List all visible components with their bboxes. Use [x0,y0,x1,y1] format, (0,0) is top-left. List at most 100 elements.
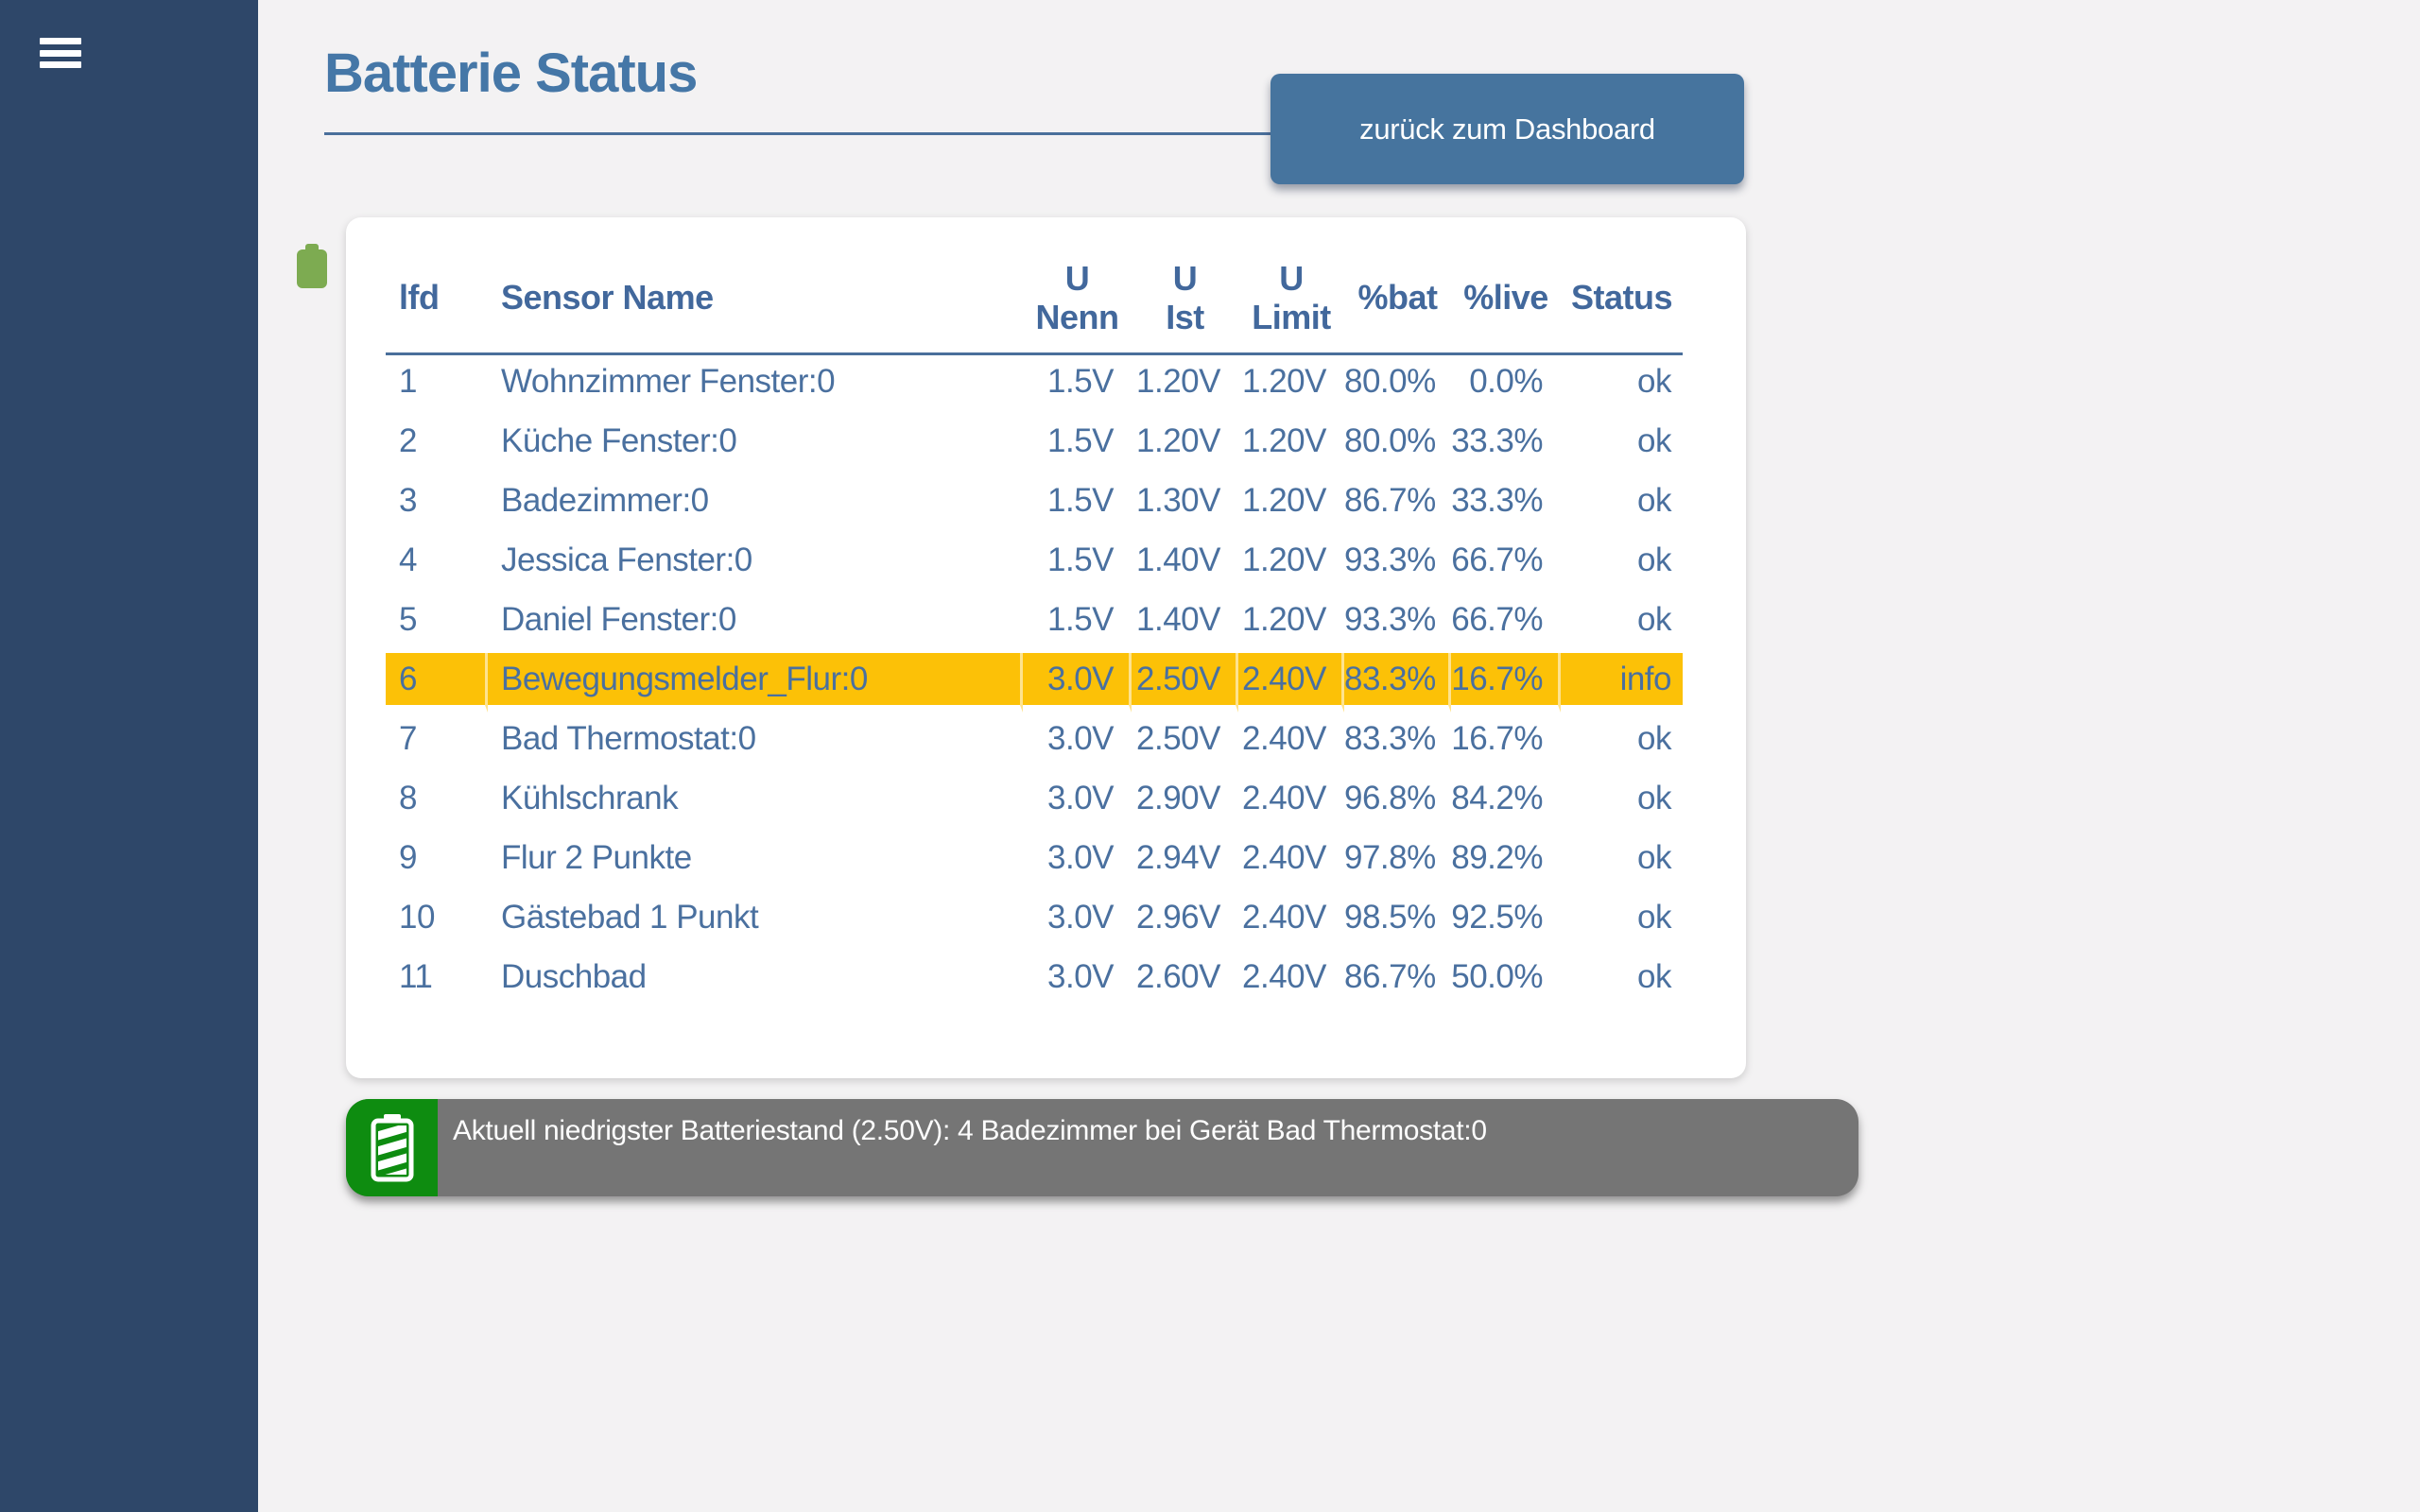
cell-sensor: Duschbad [488,951,1023,1010]
cell-live: 50.0% [1451,951,1561,1010]
cell-u_ist: 1.20V [1132,415,1238,474]
column-header-sensor: Sensor Name [488,244,1023,355]
cell-bat: 93.3% [1344,534,1451,593]
cell-status: ok [1561,713,1683,772]
cell-status: ok [1561,832,1683,891]
battery-body [297,249,327,288]
table-row: 2 Küche Fenster:0 1.5V 1.20V 1.20V 80.0% 33.3%… [386,415,1683,474]
cell-u_limit: 2.40V [1238,891,1344,951]
cell-sensor: Küche Fenster:0 [488,415,1023,474]
cell-live: 33.3% [1451,474,1561,534]
hamburger-icon [40,49,81,57]
cell-lfd: 8 [386,772,488,832]
battery-small-icon [297,244,327,288]
cell-u_nenn: 1.5V [1023,415,1132,474]
cell-sensor: Jessica Fenster:0 [488,534,1023,593]
cell-status: ok [1561,355,1683,415]
cell-lfd: 9 [386,832,488,891]
battery-table-card: lfd Sensor Name U Nenn U Ist U Limit %bat %liv… [346,217,1746,1078]
cell-sensor: Bad Thermostat:0 [488,713,1023,772]
status-icon-box [346,1099,438,1196]
cell-bat: 86.7% [1344,951,1451,1010]
cell-u_limit: 1.20V [1238,593,1344,653]
cell-u_ist: 1.40V [1132,593,1238,653]
table-row: 4 Jessica Fenster:0 1.5V 1.40V 1.20V 93.3% 66.… [386,534,1683,593]
cell-status: info [1561,653,1683,713]
cell-bat: 83.3% [1344,713,1451,772]
status-message: Aktuell niedrigster Batteriestand (2.50V… [453,1115,1487,1146]
cell-bat: 80.0% [1344,355,1451,415]
cell-sensor: Flur 2 Punkte [488,832,1023,891]
table-row: 7 Bad Thermostat:0 3.0V 2.50V 2.40V 83.3% 16.7… [386,713,1683,772]
cell-u_ist: 2.50V [1132,653,1238,713]
cell-live: 84.2% [1451,772,1561,832]
cell-bat: 80.0% [1344,415,1451,474]
cell-u_limit: 1.20V [1238,474,1344,534]
cell-live: 92.5% [1451,891,1561,951]
battery-icon [371,1113,413,1181]
cell-status: ok [1561,534,1683,593]
cell-u_limit: 2.40V [1238,772,1344,832]
battery-status-table: lfd Sensor Name U Nenn U Ist U Limit %bat %liv… [386,244,1683,1010]
hamburger-icon [40,61,81,68]
cell-live: 16.7% [1451,713,1561,772]
column-header-bat: %bat [1344,244,1451,355]
cell-lfd: 2 [386,415,488,474]
cell-u_ist: 1.20V [1132,355,1238,415]
cell-u_nenn: 3.0V [1023,653,1132,713]
table-body: 1 Wohnzimmer Fenster:0 1.5V 1.20V 1.20V 80.0%… [386,355,1683,1010]
back-to-dashboard-button[interactable]: zurück zum Dashboard [1270,74,1744,184]
cell-status: ok [1561,415,1683,474]
cell-status: ok [1561,593,1683,653]
title-underline [324,132,1272,135]
column-header-u_ist: U Ist [1132,244,1238,355]
cell-sensor: Wohnzimmer Fenster:0 [488,355,1023,415]
cell-live: 89.2% [1451,832,1561,891]
table-row: 10 Gästebad 1 Punkt 3.0V 2.96V 2.40V 98.5% 92.… [386,891,1683,951]
cell-u_nenn: 3.0V [1023,713,1132,772]
column-header-live: %live [1451,244,1561,355]
cell-u_limit: 2.40V [1238,951,1344,1010]
cell-u_limit: 2.40V [1238,832,1344,891]
cell-u_limit: 1.20V [1238,355,1344,415]
cell-sensor: Kühlschrank [488,772,1023,832]
cell-u_limit: 1.20V [1238,534,1344,593]
cell-u_ist: 1.30V [1132,474,1238,534]
cell-u_ist: 2.90V [1132,772,1238,832]
cell-status: ok [1561,891,1683,951]
column-header-status: Status [1561,244,1683,355]
cell-u_limit: 2.40V [1238,713,1344,772]
cell-live: 16.7% [1451,653,1561,713]
battery-cap [305,244,319,252]
cell-u_ist: 2.96V [1132,891,1238,951]
cell-live: 66.7% [1451,593,1561,653]
column-header-u_limit: U Limit [1238,244,1344,355]
cell-u_nenn: 3.0V [1023,832,1132,891]
cell-lfd: 7 [386,713,488,772]
cell-u_nenn: 1.5V [1023,593,1132,653]
cell-bat: 83.3% [1344,653,1451,713]
cell-bat: 93.3% [1344,593,1451,653]
menu-button[interactable] [40,38,83,68]
cell-u_limit: 2.40V [1238,653,1344,713]
cell-u_nenn: 3.0V [1023,772,1132,832]
status-bar: Aktuell niedrigster Batteriestand (2.50V… [346,1099,1858,1196]
cell-bat: 97.8% [1344,832,1451,891]
cell-lfd: 5 [386,593,488,653]
cell-lfd: 1 [386,355,488,415]
cell-sensor: Badezimmer:0 [488,474,1023,534]
cell-u_nenn: 1.5V [1023,474,1132,534]
table-row: 1 Wohnzimmer Fenster:0 1.5V 1.20V 1.20V 80.0%… [386,355,1683,415]
table-row: 11 Duschbad 3.0V 2.60V 2.40V 86.7% 50.0% ok [386,951,1683,1010]
cell-status: ok [1561,772,1683,832]
cell-bat: 96.8% [1344,772,1451,832]
cell-lfd: 10 [386,891,488,951]
cell-live: 66.7% [1451,534,1561,593]
cell-u_nenn: 1.5V [1023,355,1132,415]
table-row: 3 Badezimmer:0 1.5V 1.30V 1.20V 86.7% 33.3% ok [386,474,1683,534]
cell-lfd: 4 [386,534,488,593]
cell-lfd: 11 [386,951,488,1010]
table-row: 5 Daniel Fenster:0 1.5V 1.40V 1.20V 93.3% 66.7… [386,593,1683,653]
cell-sensor: Gästebad 1 Punkt [488,891,1023,951]
cell-u_ist: 2.50V [1132,713,1238,772]
